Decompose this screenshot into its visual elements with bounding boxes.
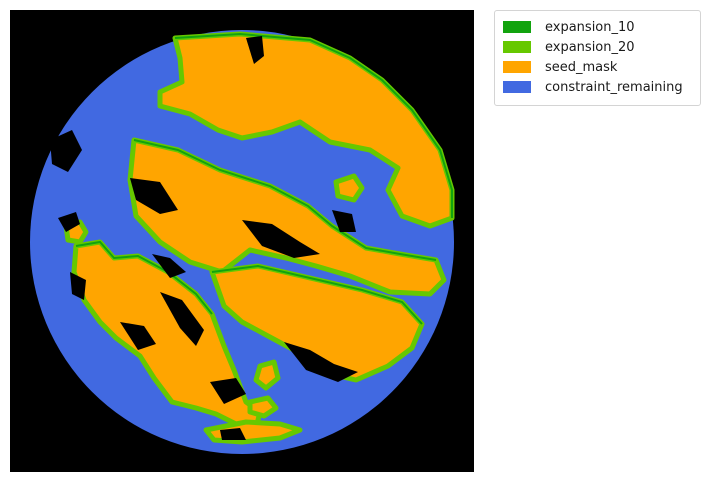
seed-islet-right bbox=[333, 173, 365, 203]
legend-swatch-expansion-10 bbox=[503, 21, 531, 33]
legend-label-expansion-20: expansion_20 bbox=[545, 39, 635, 55]
seed-islet-lower bbox=[253, 359, 281, 391]
legend-label-expansion-10: expansion_10 bbox=[545, 19, 635, 35]
legend-item-seed-mask: seed_mask bbox=[503, 57, 692, 77]
seed-islet-bottom-small bbox=[247, 395, 279, 419]
legend-label-seed-mask: seed_mask bbox=[545, 59, 618, 75]
legend-swatch-seed-mask bbox=[503, 61, 531, 73]
expansion-inner-rims bbox=[75, 32, 453, 325]
void-regions bbox=[50, 36, 358, 440]
legend-item-constraint-remaining: constraint_remaining bbox=[503, 77, 692, 97]
legend-item-expansion-20: expansion_20 bbox=[503, 37, 692, 57]
legend-label-constraint-remaining: constraint_remaining bbox=[545, 79, 683, 95]
mask-overlay-svg bbox=[30, 30, 455, 454]
legend: expansion_10 expansion_20 seed_mask cons… bbox=[494, 10, 701, 106]
legend-swatch-constraint-remaining bbox=[503, 81, 531, 93]
legend-swatch-expansion-20 bbox=[503, 41, 531, 53]
segmentation-mask-image bbox=[10, 10, 474, 472]
legend-item-expansion-10: expansion_10 bbox=[503, 17, 692, 37]
